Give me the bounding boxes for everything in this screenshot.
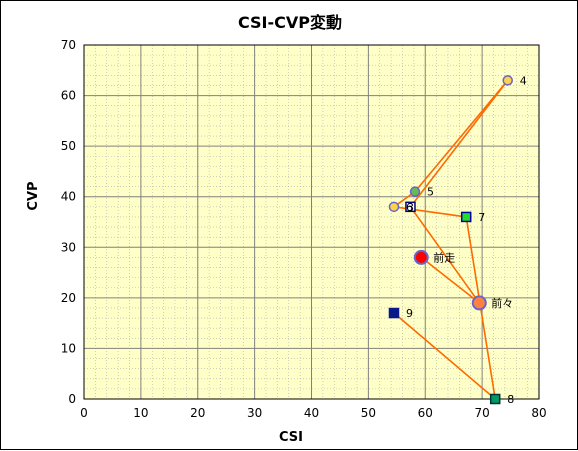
data-point-marker bbox=[413, 249, 429, 265]
x-tick-label: 10 bbox=[133, 406, 148, 420]
y-axis-ticks: 0 10 20 30 40 50 60 70 bbox=[61, 38, 76, 406]
data-point-label: 6 bbox=[406, 201, 413, 214]
data-point-marker bbox=[405, 201, 416, 213]
y-tick-label: 40 bbox=[61, 190, 76, 204]
data-point-label: 9 bbox=[406, 307, 413, 320]
x-tick-label: 50 bbox=[361, 406, 376, 420]
data-points bbox=[388, 75, 513, 405]
x-tick-label: 60 bbox=[418, 406, 433, 420]
x-axis-ticks: 0 10 20 30 40 50 60 70 80 bbox=[80, 406, 546, 420]
x-tick-label: 20 bbox=[190, 406, 205, 420]
x-tick-label: 30 bbox=[247, 406, 262, 420]
y-tick-label: 70 bbox=[61, 38, 76, 52]
connection-line bbox=[393, 312, 496, 400]
data-point-marker bbox=[409, 186, 421, 197]
connection-line bbox=[409, 206, 480, 304]
connection-line bbox=[409, 79, 509, 208]
x-tick-label: 0 bbox=[80, 406, 88, 420]
data-point-marker bbox=[388, 201, 400, 213]
data-point-label: 8 bbox=[507, 393, 514, 406]
y-tick-label: 60 bbox=[61, 89, 76, 103]
data-point-label: 4 bbox=[520, 74, 527, 87]
x-tick-label: 40 bbox=[304, 406, 319, 420]
data-point-label: 3 bbox=[407, 201, 414, 214]
y-tick-label: 30 bbox=[61, 240, 76, 254]
data-point-marker bbox=[489, 393, 501, 405]
plot-border bbox=[83, 44, 540, 400]
y-axis-label: CVP bbox=[26, 181, 41, 210]
x-axis-label: CSI bbox=[279, 430, 303, 445]
x-tick-label: 80 bbox=[531, 406, 546, 420]
data-point-label: 前々 bbox=[491, 296, 513, 310]
y-tick-label: 0 bbox=[68, 392, 76, 406]
y-tick-label: 20 bbox=[61, 291, 76, 305]
chart-title: CSI-CVP変動 bbox=[238, 13, 342, 32]
data-point-marker bbox=[502, 75, 513, 86]
y-tick-label: 10 bbox=[61, 341, 76, 355]
y-tick-label: 50 bbox=[61, 139, 76, 153]
connection-line bbox=[420, 256, 480, 304]
data-point-label: 5 bbox=[427, 186, 434, 199]
data-point-label: 前走 bbox=[433, 250, 455, 264]
data-point-marker bbox=[460, 211, 472, 223]
data-point-marker bbox=[471, 295, 487, 311]
data-point-marker bbox=[388, 307, 400, 319]
data-point-label: 7 bbox=[478, 211, 485, 224]
grid-lines bbox=[84, 45, 539, 399]
x-tick-label: 70 bbox=[474, 406, 489, 420]
connection-line bbox=[414, 79, 509, 193]
